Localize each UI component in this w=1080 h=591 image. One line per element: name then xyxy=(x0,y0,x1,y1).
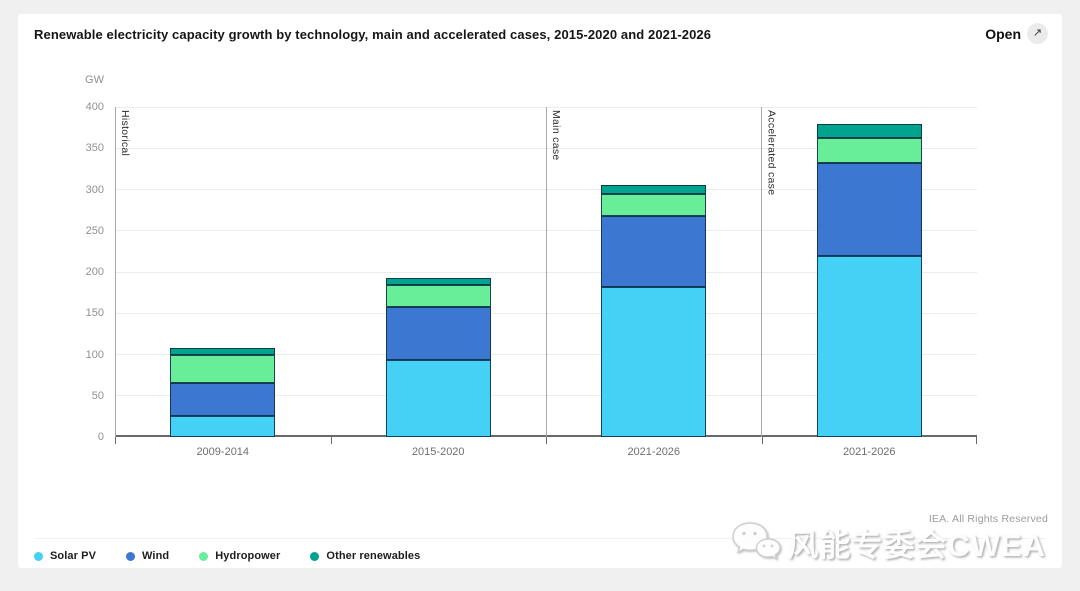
y-tick-label: 400 xyxy=(85,101,104,113)
x-axis-tick xyxy=(330,437,332,444)
case-label: Main case xyxy=(550,110,562,161)
y-tick-label: 200 xyxy=(85,266,104,278)
plot-area: GW 0 50 100 150 200 250 300 350 400 Historical Mai… xyxy=(85,74,977,458)
legend-label: Solar PV xyxy=(50,550,97,562)
x-axis-tick xyxy=(115,437,116,444)
legend-dot xyxy=(310,551,320,561)
y-tick-label: 0 xyxy=(97,431,104,443)
bar-segment-other-renewables[interactable] xyxy=(385,277,491,286)
bar-segment-wind[interactable] xyxy=(816,163,922,256)
bar-segment-wind[interactable] xyxy=(385,307,491,361)
open-button-label: Open xyxy=(985,25,1021,42)
case-divider xyxy=(761,107,762,437)
wechat-logo-icon xyxy=(732,522,781,560)
bar-segment-solar-pv[interactable] xyxy=(601,286,707,437)
legend-dot xyxy=(199,551,209,561)
bar-segment-other-renewables[interactable] xyxy=(170,347,276,355)
x-axis-tick xyxy=(976,437,977,444)
y-tick-label: 300 xyxy=(85,183,104,196)
y-tick-label: 100 xyxy=(85,348,104,361)
bar-segment-hydropower[interactable] xyxy=(170,354,276,384)
x-axis-tick xyxy=(761,437,763,444)
case-label: Historical xyxy=(119,110,131,157)
bar-segment-solar-pv[interactable] xyxy=(170,415,276,437)
legend-item-hydropower[interactable]: Hydropower xyxy=(199,550,280,562)
legend-item-solar-pv[interactable]: Solar PV xyxy=(34,550,96,562)
bar-segment-hydropower[interactable] xyxy=(601,194,707,216)
legend-item-other-renewables[interactable]: Other renewables xyxy=(310,550,420,562)
external-link-icon: ↗ xyxy=(1027,23,1048,44)
bar-segment-other-renewables[interactable] xyxy=(601,185,707,195)
open-button[interactable]: Open ↗ xyxy=(985,23,1048,44)
legend-dot xyxy=(34,551,43,561)
bar-segment-wind[interactable] xyxy=(170,383,276,416)
bar-segment-other-renewables[interactable] xyxy=(816,123,922,139)
y-tick-label: 250 xyxy=(85,224,104,237)
legend-item-wind[interactable]: Wind xyxy=(126,550,169,562)
case-label: Accelerated case xyxy=(765,110,778,196)
x-axis-tick xyxy=(546,437,547,444)
bar-segment-hydropower[interactable] xyxy=(385,285,491,308)
watermark-text: 风能专委会CWEA xyxy=(787,527,1046,563)
bar-segment-solar-pv[interactable] xyxy=(385,360,491,437)
chart-card: Renewable electricity capacity growth by… xyxy=(18,14,1062,568)
x-tick-label: 2021-2026 xyxy=(627,446,681,458)
legend-label: Other renewables xyxy=(326,550,421,562)
case-divider xyxy=(545,107,547,437)
chart-title: Renewable electricity capacity growth by… xyxy=(34,27,712,42)
x-tick-label: 2021-2026 xyxy=(842,446,896,458)
y-tick-label: 50 xyxy=(91,389,104,402)
y-tick-label: 150 xyxy=(85,307,104,320)
legend-label: Hydropower xyxy=(215,550,281,562)
legend-dot xyxy=(126,551,136,561)
x-tick-label: 2009-2014 xyxy=(196,446,250,458)
bar-segment-hydropower[interactable] xyxy=(816,138,922,164)
bar-segment-solar-pv[interactable] xyxy=(816,255,922,437)
case-divider xyxy=(114,107,116,437)
legend-divider xyxy=(34,538,1046,539)
y-axis-unit-label: GW xyxy=(85,74,104,86)
watermark: 风能专委会CWEA xyxy=(729,519,1046,565)
legend: Solar PV Wind Hydropower Other renewables xyxy=(34,550,420,562)
bar-segment-wind[interactable] xyxy=(601,215,707,287)
legend-label: Wind xyxy=(142,550,170,562)
x-tick-label: 2015-2020 xyxy=(411,446,465,458)
y-tick-label: 350 xyxy=(85,142,104,155)
rights-text: IEA. All Rights Reserved xyxy=(928,513,1048,525)
